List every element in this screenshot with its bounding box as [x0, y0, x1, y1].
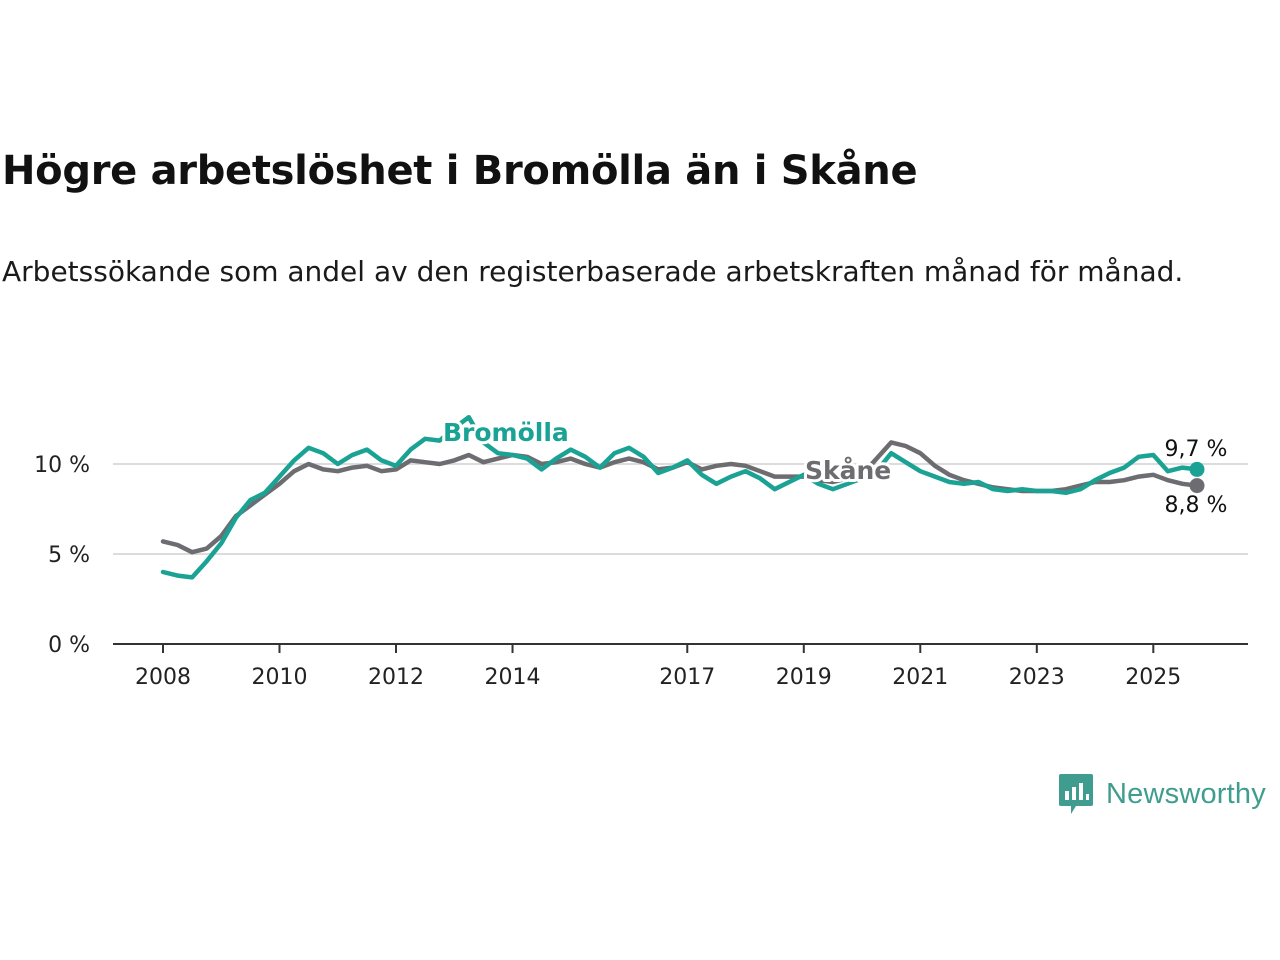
y-tick-label: 10 % — [34, 453, 90, 478]
chart-title: Högre arbetslöshet i Bromölla än i Skåne — [2, 148, 918, 194]
newsworthy-logo-icon — [1059, 774, 1093, 814]
series-line-skane — [160, 440, 1200, 555]
series-label-bromolla: Bromölla — [443, 418, 569, 447]
y-tick-label: 5 % — [48, 543, 90, 568]
y-tick-label: 0 % — [48, 633, 90, 658]
end-point-skane — [1189, 478, 1205, 494]
series-line-bromolla — [160, 414, 1200, 580]
line-chart: 0 % 5 % 10 % 2008 2010 2012 2014 2017 2019 2021 20… — [34, 414, 1248, 690]
end-label-bromolla: 9,7 % — [1165, 437, 1228, 462]
x-tick-label: 2008 — [135, 665, 191, 690]
chart-subtitle: Arbetssökande som andel av den registerb… — [2, 255, 1184, 288]
newsworthy-logo-text: Newsworthy — [1106, 777, 1266, 810]
end-point-bromolla — [1189, 461, 1205, 477]
x-tick-label: 2010 — [252, 665, 308, 690]
x-tick-label: 2014 — [485, 665, 541, 690]
x-tick-label: 2021 — [892, 665, 948, 690]
end-label-skane: 8,8 % — [1165, 493, 1228, 518]
x-tick-label: 2019 — [776, 665, 832, 690]
x-tick-label: 2023 — [1009, 665, 1065, 690]
x-tick-label: 2017 — [659, 665, 715, 690]
x-tick-label: 2012 — [368, 665, 424, 690]
newsworthy-logo: Newsworthy — [1058, 772, 1266, 816]
x-tick-label: 2025 — [1125, 665, 1181, 690]
series-label-skane: Skåne — [805, 456, 891, 485]
